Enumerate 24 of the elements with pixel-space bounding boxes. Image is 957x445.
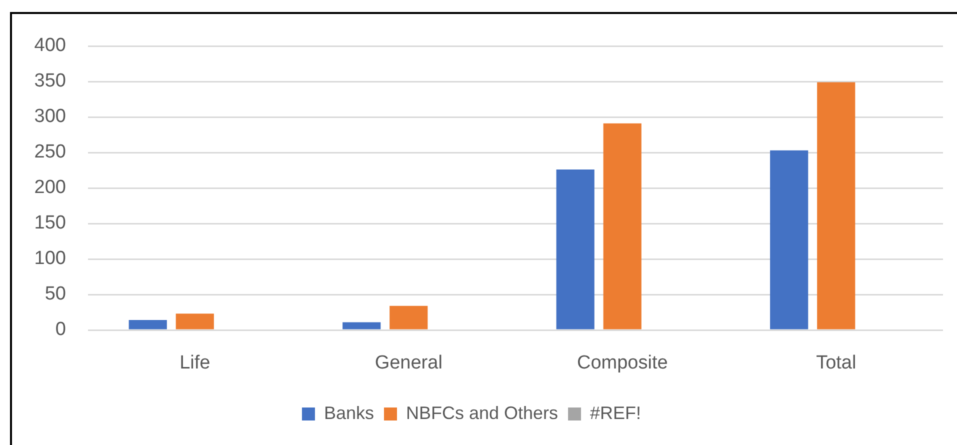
bar	[176, 314, 214, 330]
legend-label: #REF!	[590, 402, 642, 423]
y-tick-label: 350	[34, 70, 66, 92]
y-tick-label: 100	[34, 248, 66, 270]
y-tick-label: 150	[34, 212, 66, 234]
legend-label: Banks	[324, 402, 374, 423]
bar	[556, 170, 594, 330]
y-tick-label: 300	[34, 106, 66, 128]
legend-label: NBFCs and Others	[406, 402, 558, 423]
bar	[390, 306, 428, 330]
x-tick-label: Life	[180, 352, 210, 374]
y-tick-label: 200	[34, 177, 66, 198]
y-tick-label: 0	[55, 319, 66, 340]
bar	[342, 322, 381, 330]
bar	[817, 82, 856, 330]
y-tick-label: 50	[44, 284, 66, 305]
y-tick-label: 400	[34, 35, 66, 56]
bar	[770, 150, 808, 330]
y-tick-label: 250	[34, 142, 66, 163]
bar	[603, 123, 642, 330]
x-tick-label: Composite	[576, 352, 668, 374]
bar	[128, 320, 167, 330]
x-tick-label: Total	[816, 352, 856, 374]
x-tick-label: General	[374, 352, 442, 374]
